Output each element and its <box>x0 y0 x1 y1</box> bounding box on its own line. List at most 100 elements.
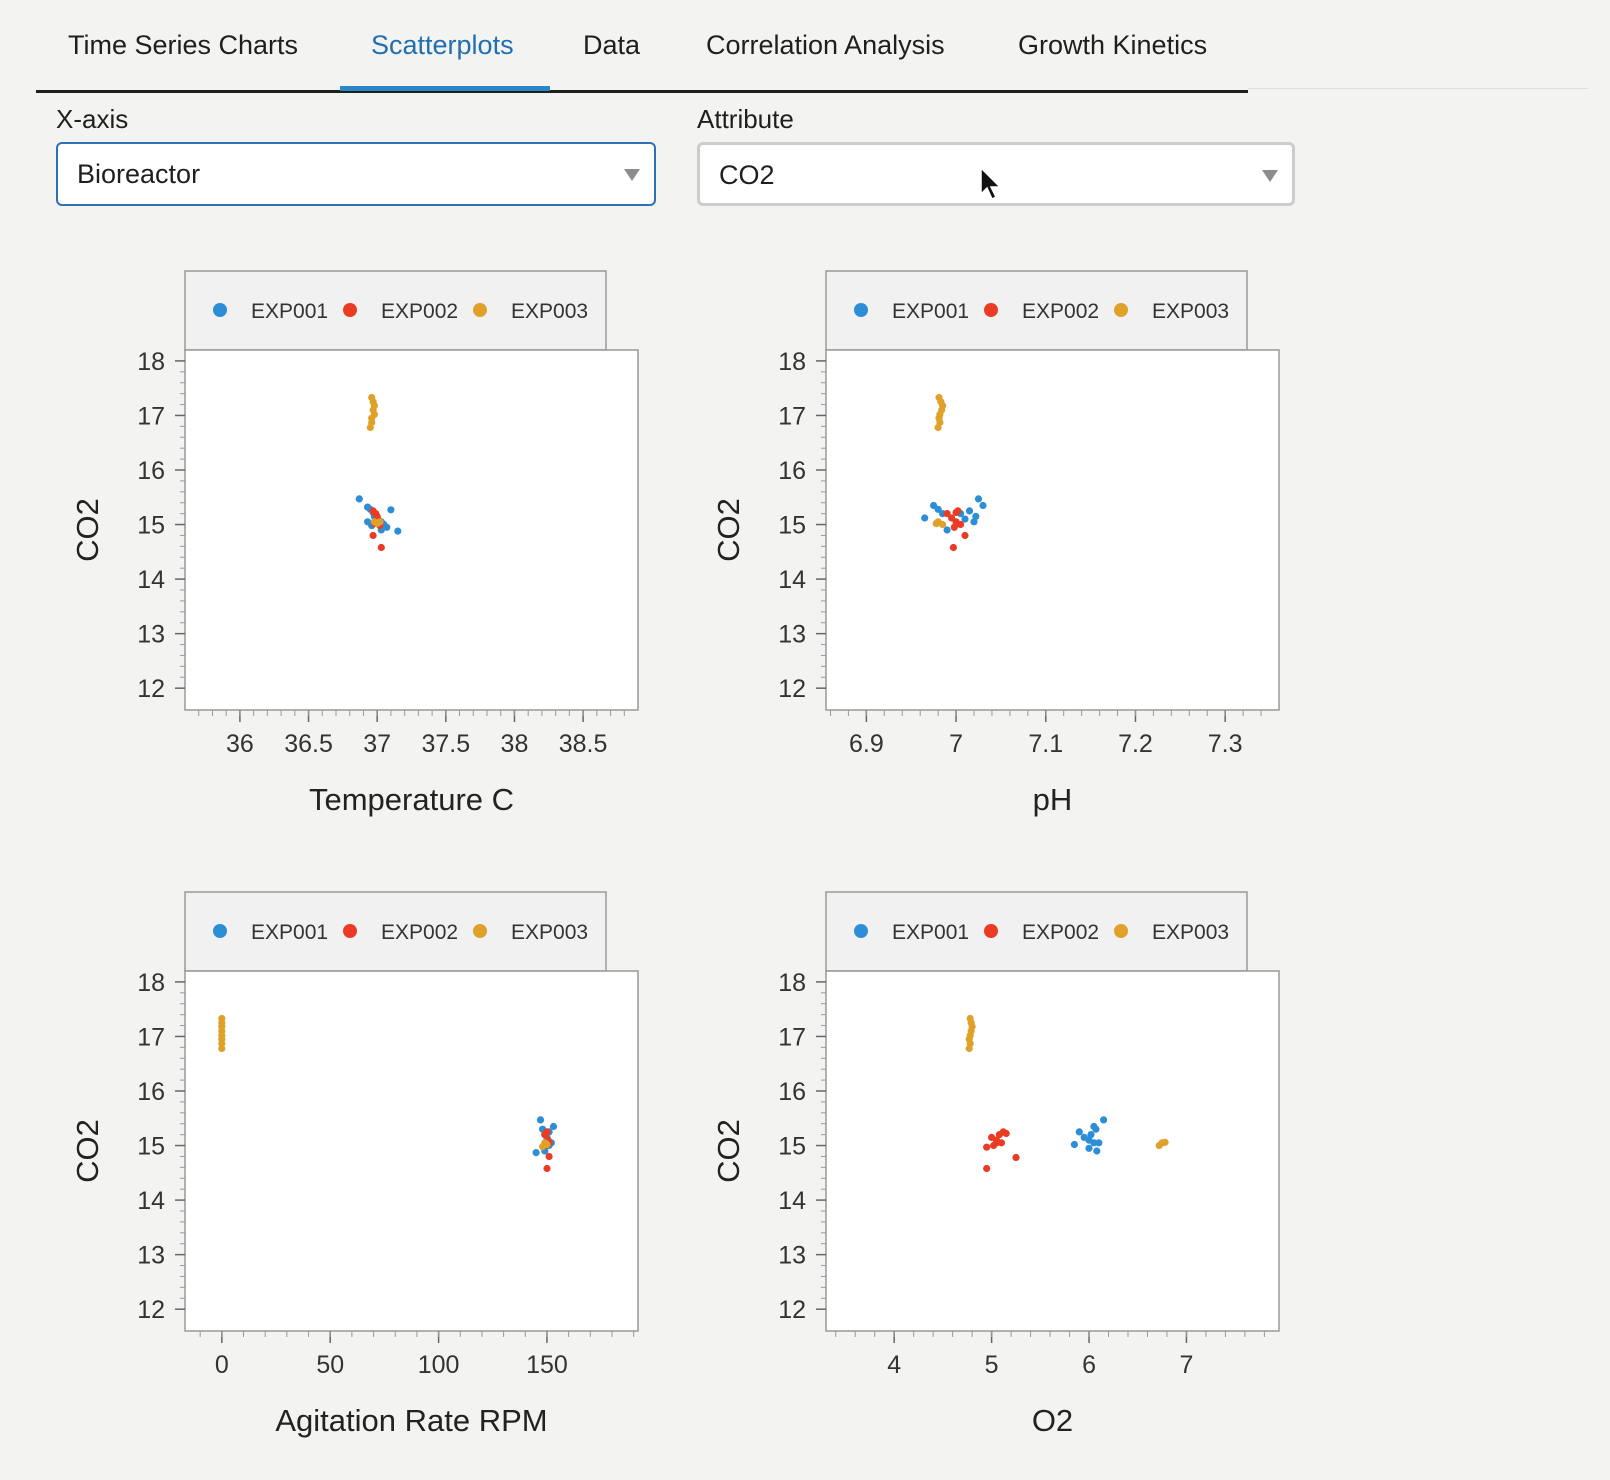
data-point-exp001[interactable] <box>1095 1139 1103 1147</box>
x-tick-label: 37.5 <box>421 730 470 758</box>
data-point-exp001[interactable] <box>549 1122 558 1131</box>
tab-time-series-charts[interactable]: Time Series Charts <box>68 30 299 60</box>
data-point-exp001[interactable] <box>970 518 978 526</box>
xaxis-select-value: Bioreactor <box>77 159 201 189</box>
data-point-exp002[interactable] <box>952 508 960 517</box>
data-point-exp001[interactable] <box>934 505 942 513</box>
data-point-exp003[interactable] <box>1161 1138 1169 1146</box>
legend: EXP001 EXP002 EXP003 <box>825 891 1248 972</box>
legend-marker <box>343 924 357 938</box>
data-point-exp001[interactable] <box>532 1149 540 1157</box>
y-tick-label: 15 <box>778 512 806 540</box>
data-point-exp001[interactable] <box>394 527 402 535</box>
legend-label[interactable]: EXP001 <box>892 300 969 323</box>
data-point-exp003[interactable] <box>939 520 947 529</box>
data-point-exp001[interactable] <box>943 526 951 534</box>
legend-label[interactable]: EXP002 <box>1022 921 1099 944</box>
scatterplot-2: EXP001 EXP002 EXP003 12 13 14 15 16 17 18 6.9 7 7.1 7… <box>711 270 1280 817</box>
data-point-exp001[interactable] <box>1070 1140 1078 1149</box>
x-tick-label: 37 <box>363 730 391 758</box>
xaxis-select[interactable]: Bioreactor <box>56 142 656 206</box>
legend-marker <box>343 303 357 317</box>
data-point-exp002[interactable] <box>1012 1153 1020 1162</box>
tab-scatterplots[interactable]: Scatterplots <box>371 30 514 60</box>
legend-label[interactable]: EXP002 <box>381 921 458 944</box>
data-point-exp001[interactable] <box>1085 1144 1093 1152</box>
x-axis-label: O2 <box>1032 1403 1073 1438</box>
data-point-exp001[interactable] <box>1100 1116 1108 1124</box>
tab-data[interactable]: Data <box>583 30 641 60</box>
x-tick-label: 6 <box>1082 1351 1096 1379</box>
legend-label[interactable]: EXP002 <box>1022 300 1099 323</box>
data-point-exp002[interactable] <box>545 1152 553 1161</box>
data-point-exp002[interactable] <box>961 531 969 540</box>
data-point-exp001[interactable] <box>921 514 929 522</box>
data-point-exp003[interactable] <box>934 423 942 432</box>
y-tick-label: 14 <box>778 1187 806 1215</box>
chevron-down-icon <box>624 169 640 181</box>
tab-growth-kinetics[interactable]: Growth Kinetics <box>1018 30 1208 60</box>
data-point-exp003[interactable] <box>218 1039 226 1048</box>
legend-label[interactable]: EXP003 <box>511 921 588 944</box>
active-tab-indicator <box>340 86 550 91</box>
legend-marker <box>854 924 868 938</box>
legend-label[interactable]: EXP003 <box>1152 921 1229 944</box>
data-point-exp003[interactable] <box>932 519 940 528</box>
legend-marker <box>473 924 487 938</box>
data-point-exp003[interactable] <box>543 1140 551 1149</box>
data-point-exp002[interactable] <box>543 1128 551 1136</box>
data-point-exp002[interactable] <box>983 1143 991 1151</box>
x-tick-label: 7.3 <box>1208 730 1243 758</box>
y-tick-label: 15 <box>778 1133 806 1161</box>
data-point-exp001[interactable] <box>387 506 395 514</box>
plot-area[interactable] <box>825 349 1280 711</box>
plot-area[interactable] <box>184 349 639 711</box>
legend-marker <box>984 924 998 938</box>
data-point-exp001[interactable] <box>979 501 987 510</box>
data-point-exp001[interactable] <box>961 515 969 523</box>
data-point-exp001[interactable] <box>972 512 980 520</box>
y-tick-label: 12 <box>778 675 806 703</box>
data-point-exp001[interactable] <box>1090 1122 1098 1131</box>
legend-label[interactable]: EXP001 <box>251 300 328 323</box>
legend-label[interactable]: EXP001 <box>251 921 328 944</box>
data-point-exp002[interactable] <box>543 1164 551 1173</box>
data-point-exp002[interactable] <box>369 531 377 540</box>
legend-label[interactable]: EXP003 <box>511 300 588 323</box>
data-point-exp002[interactable] <box>983 1164 991 1173</box>
y-tick-label: 15 <box>137 1133 165 1161</box>
legend-label[interactable]: EXP002 <box>381 300 458 323</box>
data-point-exp001[interactable] <box>355 495 363 503</box>
y-tick-label: 12 <box>778 1296 806 1324</box>
data-point-exp002[interactable] <box>992 1139 1001 1147</box>
data-point-exp002[interactable] <box>943 510 951 518</box>
data-point-exp002[interactable] <box>1002 1129 1010 1138</box>
tab-correlation-analysis[interactable]: Correlation Analysis <box>706 30 945 60</box>
data-point-exp002[interactable] <box>957 520 965 529</box>
plot-area[interactable] <box>184 970 639 1332</box>
data-point-exp001[interactable] <box>974 495 983 503</box>
data-point-exp003[interactable] <box>376 518 384 526</box>
y-tick-label: 13 <box>137 1242 165 1270</box>
data-point-exp001[interactable] <box>1093 1147 1101 1155</box>
attribute-select-value: CO2 <box>719 160 775 190</box>
legend-label[interactable]: EXP001 <box>892 921 969 944</box>
data-point-exp002[interactable] <box>949 543 957 552</box>
data-point-exp003[interactable] <box>366 423 374 432</box>
tab-bar <box>36 0 1248 93</box>
data-point-exp001[interactable] <box>536 1116 545 1124</box>
data-point-exp002[interactable] <box>377 543 385 552</box>
data-point-exp001[interactable] <box>1087 1131 1095 1139</box>
x-axis-label: Agitation Rate RPM <box>275 1403 547 1438</box>
legend-label[interactable]: EXP003 <box>1152 300 1229 323</box>
data-point-exp001[interactable] <box>1075 1128 1083 1136</box>
data-point-exp003[interactable] <box>965 1044 973 1053</box>
data-point-exp002[interactable] <box>950 523 958 531</box>
y-tick-label: 18 <box>778 969 806 997</box>
data-point-exp001[interactable] <box>965 507 974 515</box>
data-point-exp003[interactable] <box>218 1044 226 1053</box>
plot-area[interactable] <box>825 970 1280 1332</box>
y-tick-label: 17 <box>778 402 806 430</box>
data-point-exp001[interactable] <box>383 523 391 531</box>
y-tick-label: 16 <box>137 1078 165 1106</box>
